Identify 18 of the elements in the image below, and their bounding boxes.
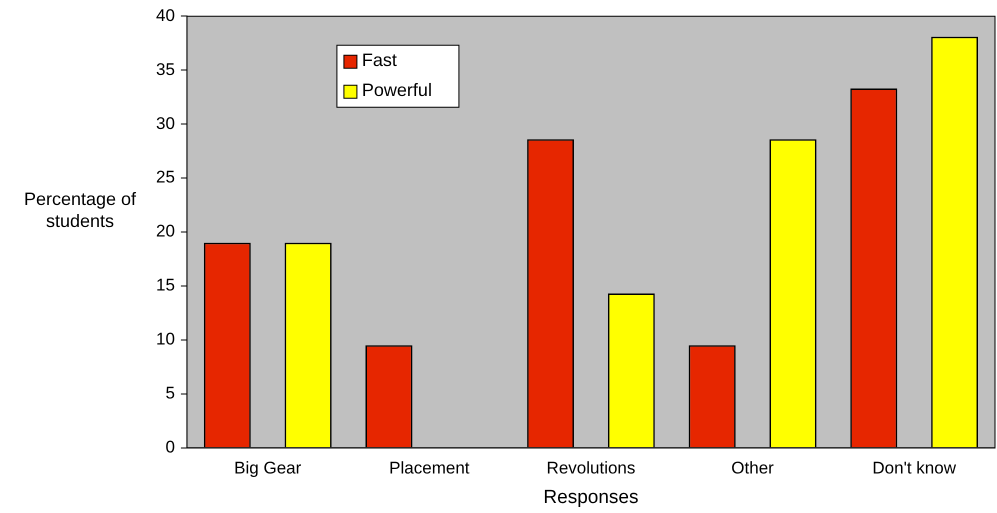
y-tick-label: 25 [156, 168, 175, 187]
y-tick-label: 40 [156, 6, 175, 25]
y-tick-label: 15 [156, 276, 175, 295]
x-tick-label: Revolutions [546, 458, 636, 478]
x-tick-label: Don't know [872, 458, 957, 478]
y-tick-label: 0 [165, 437, 175, 456]
x-tick-label: Big Gear [234, 458, 302, 478]
y-tick-label: 5 [165, 384, 175, 403]
legend-label: Fast [362, 50, 397, 70]
x-tick-label: Other [731, 458, 774, 478]
y-axis-title: Percentage of students [24, 189, 136, 231]
y-tick-label: 20 [156, 222, 175, 241]
legend-label: Powerful [362, 80, 432, 100]
x-tick-label: Placement [389, 458, 470, 478]
y-tick-label: 30 [156, 114, 175, 133]
y-tick-label: 35 [156, 60, 175, 79]
x-axis-title: Responses [543, 486, 638, 508]
y-tick-label: 10 [156, 330, 175, 349]
